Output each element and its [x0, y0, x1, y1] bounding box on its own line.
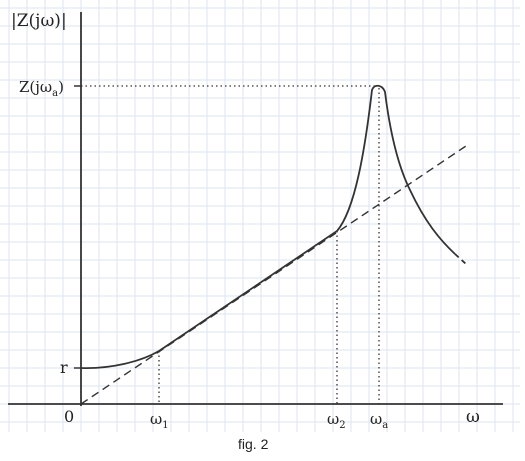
impedance-curve-dashed-tail [454, 253, 467, 265]
y-axis-label: |Z(jω)| [11, 11, 67, 31]
omega1-label: ω1 [150, 410, 169, 431]
origin-label: 0 [64, 407, 74, 426]
r-label: r [60, 358, 68, 377]
peak-value-label: Z(jωa) [19, 78, 64, 99]
omegaa-label: ωa [370, 410, 388, 431]
figure-caption: fig. 2 [238, 436, 269, 452]
omega2-label: ω2 [327, 410, 346, 431]
impedance-curve [80, 84, 456, 369]
graph-paper-grid [0, 0, 520, 432]
x-axis-label: ω [466, 407, 480, 427]
